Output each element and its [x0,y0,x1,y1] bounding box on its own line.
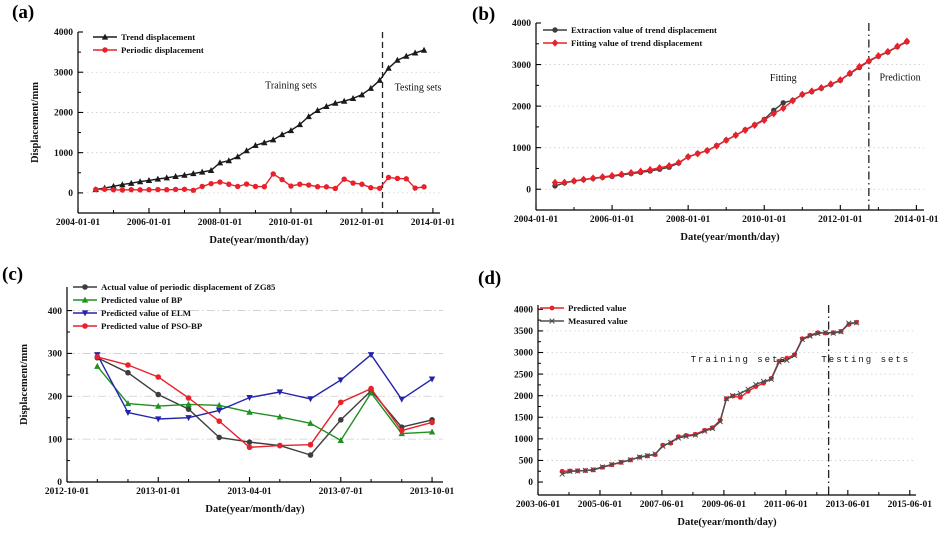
svg-text:2000: 2000 [514,392,533,402]
svg-text:1000: 1000 [514,435,533,445]
svg-text:400: 400 [48,307,63,317]
svg-text:2007-06-01: 2007-06-01 [640,500,685,510]
panel-a-trend-periodic-decomposition: 2004-01-01 2006-01-01 2008-01-01 2010-01-01… [0,0,476,262]
svg-text:Periodic displacement: Periodic displacement [121,45,204,55]
svg-text:Predicted value of BP: Predicted value of BP [101,295,183,305]
svg-text:Testing sets: Testing sets [821,355,910,365]
chart-b-canvas: 2004-01-01 2006-01-01 2008-01-01 2010-01-01… [512,19,939,243]
svg-text:Prediction: Prediction [879,72,920,83]
svg-text:2006-01-01: 2006-01-01 [590,215,635,225]
svg-text:300: 300 [48,350,63,360]
svg-text:Fitting value of trend displac: Fitting value of trend displacement [571,38,702,48]
svg-text:4000: 4000 [514,306,533,316]
chart-a-canvas: 2004-01-01 2006-01-01 2008-01-01 2010-01-01… [30,28,456,246]
svg-text:2012-01-01: 2012-01-01 [340,218,385,228]
svg-text:3000: 3000 [54,68,73,78]
svg-text:2004-01-01: 2004-01-01 [514,215,559,225]
svg-text:2015-06-01: 2015-06-01 [888,500,933,510]
panel-b-trend-fitting: 2004-01-01 2006-01-01 2008-01-01 2010-01-01… [476,0,952,262]
svg-text:2009-06-01: 2009-06-01 [702,500,747,510]
svg-text:1500: 1500 [514,413,533,423]
svg-text:Predicted value of ELM: Predicted value of ELM [101,308,192,318]
svg-text:Measured value: Measured value [568,316,628,326]
svg-text:0: 0 [57,478,62,488]
svg-text:3000: 3000 [512,61,531,71]
svg-text:Extraction value of trend disp: Extraction value of trend displacement [571,25,717,35]
svg-text:2004-01-01: 2004-01-01 [56,218,101,228]
svg-text:4000: 4000 [54,28,73,38]
svg-text:Trend displacement: Trend displacement [121,32,195,42]
svg-text:0: 0 [528,478,533,488]
svg-text:500: 500 [519,457,534,467]
svg-text:2013-01-01: 2013-01-01 [136,487,181,497]
svg-text:Testing sets: Testing sets [395,82,442,93]
svg-text:Displacement/mm: Displacement/mm [19,344,30,425]
svg-text:100: 100 [48,435,63,445]
svg-text:Training sets: Training sets [265,80,317,91]
svg-text:2008-01-01: 2008-01-01 [198,218,243,228]
svg-text:Fitting: Fitting [770,73,797,84]
panel-c-periodic-prediction-models: 2012-10-01 2013-01-01 2013-04-01 2013-07-01… [0,262,476,540]
chart-c-canvas: 2012-10-01 2013-01-01 2013-04-01 2013-07-01… [19,282,455,515]
svg-text:2000: 2000 [54,109,73,119]
svg-text:2013-06-01: 2013-06-01 [826,500,871,510]
svg-text:Date(year/month/day): Date(year/month/day) [680,232,780,243]
panel-d-total-prediction: 2003-06-01 2005-06-01 2007-06-01 2009-06-01… [476,262,952,540]
svg-text:2011-06-01: 2011-06-01 [764,500,808,510]
svg-text:2003-06-01: 2003-06-01 [516,500,561,510]
svg-text:2010-01-01: 2010-01-01 [269,218,314,228]
svg-text:1000: 1000 [512,144,531,154]
panel-label-a: (a) [12,2,35,23]
panel-label-c: (c) [2,264,24,285]
svg-text:Date(year/month/day): Date(year/month/day) [205,504,305,515]
svg-text:2013-07-01: 2013-07-01 [319,487,364,497]
svg-text:Date(year/month/day): Date(year/month/day) [677,517,777,528]
svg-text:3500: 3500 [514,327,533,337]
svg-text:3000: 3000 [514,349,533,359]
svg-text:2006-01-01: 2006-01-01 [127,218,172,228]
svg-text:2012-01-01: 2012-01-01 [818,215,863,225]
svg-text:Date(year/month/day): Date(year/month/day) [209,235,309,246]
svg-text:2014-01-01: 2014-01-01 [411,218,456,228]
svg-text:2013-10-01: 2013-10-01 [410,487,455,497]
svg-text:2010-01-01: 2010-01-01 [742,215,787,225]
svg-text:Predicted value: Predicted value [568,303,626,313]
panel-label-b: (b) [472,4,496,25]
svg-text:2014-01-01: 2014-01-01 [894,215,939,225]
panel-label-d: (d) [478,268,502,289]
svg-text:2008-01-01: 2008-01-01 [666,215,711,225]
svg-text:2000: 2000 [512,102,531,112]
svg-text:2013-04-01: 2013-04-01 [227,487,272,497]
svg-text:2500: 2500 [514,370,533,380]
svg-text:Actual value of periodic displ: Actual value of periodic displacement of… [101,282,276,292]
svg-text:2012-10-01: 2012-10-01 [45,487,90,497]
svg-text:2005-06-01: 2005-06-01 [578,500,623,510]
svg-text:1000: 1000 [54,149,73,159]
chart-d-canvas: 2003-06-01 2005-06-01 2007-06-01 2009-06-01… [514,303,933,528]
svg-text:Displacement/mm: Displacement/mm [30,82,41,163]
svg-text:0: 0 [68,189,73,199]
svg-text:Training sets: Training sets [691,355,787,365]
svg-text:Predicted value of PSO-BP: Predicted value of PSO-BP [101,321,203,331]
svg-text:4000: 4000 [512,19,531,29]
svg-text:200: 200 [48,392,63,402]
svg-text:0: 0 [526,185,531,195]
